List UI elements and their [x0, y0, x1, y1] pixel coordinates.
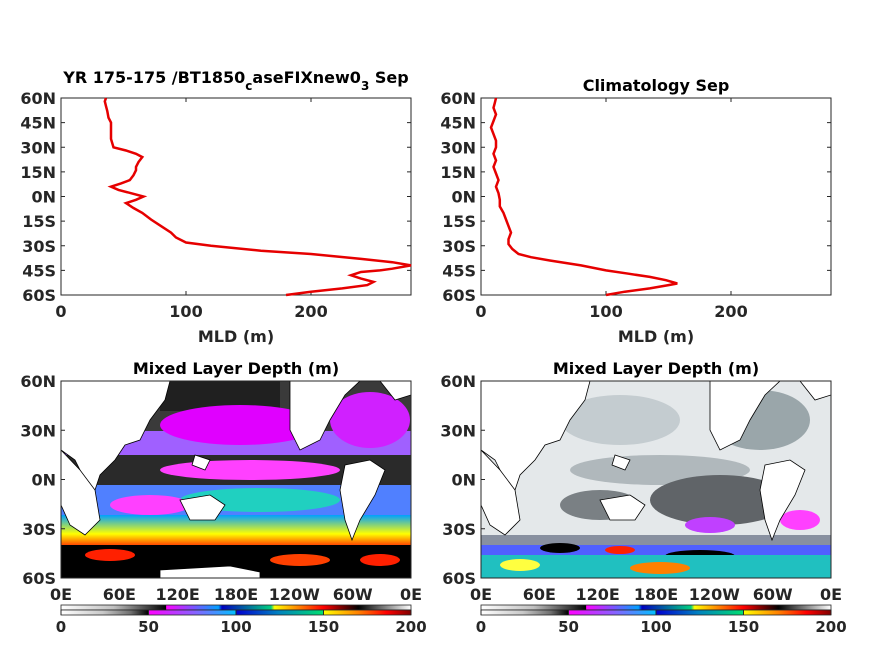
lat-tick-label: 30S [442, 520, 476, 539]
x-tick-label: 0 [475, 302, 486, 321]
map-field-climatology [481, 381, 831, 578]
lon-tick-label: 60E [103, 585, 136, 604]
lon-tick-label: 60W [753, 585, 793, 604]
y-tick-label: 15N [440, 163, 476, 182]
plot-frame [480, 97, 832, 296]
lon-tick-label: 120E [156, 585, 200, 604]
y-tick-label: 45N [440, 114, 476, 133]
colorbar-climatology: 0 50 100 150 200 [476, 604, 847, 636]
lon-tick-label: 0E [50, 585, 72, 604]
colorbar-tick-label: 100 [640, 618, 671, 636]
plot-frame [60, 97, 412, 296]
mld-profile-line-model [103, 97, 412, 297]
colorbar-tick-label: 150 [308, 618, 339, 636]
lat-tick-label: 60S [442, 569, 476, 588]
land-mask [61, 381, 411, 578]
lon-tick-label: 0E [470, 585, 492, 604]
x-tick-label: 0 [55, 302, 66, 321]
colorbar-tick-label: 200 [395, 618, 426, 636]
x-tick-label: 100 [589, 302, 622, 321]
mld-map-model: Mixed Layer Depth (m) [20, 359, 422, 604]
colorbar-model: 0 50 100 150 200 [56, 604, 427, 636]
lat-tick-label: 60N [20, 372, 56, 391]
y-tick-label: 60S [22, 286, 56, 305]
lat-tick-label: 60N [440, 372, 476, 391]
longitude-strip [60, 604, 412, 611]
colorbar-tick-label: 200 [815, 618, 846, 636]
map-field-model [61, 381, 411, 578]
y-tick-label: 0N [31, 188, 56, 207]
colorbar-tick-label: 150 [728, 618, 759, 636]
chart-title-climatology: Climatology Sep [583, 76, 730, 95]
x-axis-label: MLD (m) [618, 327, 694, 346]
x-tick-label: 200 [714, 302, 747, 321]
y-tick-label: 60S [442, 286, 476, 305]
colorbar-tick-label: 0 [476, 618, 486, 636]
mld-profile-line-climatology [489, 97, 678, 297]
lon-tick-label: 60E [523, 585, 556, 604]
lat-tick-label: 0N [451, 471, 476, 490]
lat-tick-label: 30N [440, 421, 476, 440]
mld-map-climatology: Mixed Layer Depth (m) [440, 359, 842, 604]
x-tick-label: 100 [169, 302, 202, 321]
colorbar-tick-label: 0 [56, 618, 66, 636]
y-tick-label: 45S [22, 261, 56, 280]
y-tick-label: 45N [20, 114, 56, 133]
lat-tick-label: 30S [22, 520, 56, 539]
y-tick-label: 30N [440, 138, 476, 157]
x-axis-label: MLD (m) [198, 327, 274, 346]
lon-tick-label: 120W [269, 585, 320, 604]
lon-tick-label: 180E [214, 585, 258, 604]
y-tick-label: 15N [20, 163, 56, 182]
lon-tick-label: 60W [333, 585, 373, 604]
y-tick-label: 30S [22, 237, 56, 256]
land-mask [481, 381, 831, 542]
lat-tick-label: 60S [22, 569, 56, 588]
y-tick-label: 15S [442, 212, 476, 231]
lon-tick-label: 180E [634, 585, 678, 604]
profile-chart-climatology: Climatology Sep 60N 45N 30N 15N 0N 15S 30S 45S 6… [440, 76, 832, 346]
y-tick-label: 0N [451, 188, 476, 207]
y-tick-label: 60N [20, 89, 56, 108]
y-tick-label: 30S [442, 237, 476, 256]
colorbar-tick-label: 50 [138, 618, 159, 636]
colorbar-tick-label: 50 [558, 618, 579, 636]
longitude-strip [480, 604, 832, 611]
map-title-climatology: Mixed Layer Depth (m) [553, 359, 759, 378]
chart-title-model: YR 175-175 /BT1850caseFIXnew03 Sep [62, 68, 408, 93]
lon-tick-label: 120E [576, 585, 620, 604]
lat-tick-label: 30N [20, 421, 56, 440]
map-title-model: Mixed Layer Depth (m) [133, 359, 339, 378]
y-tick-label: 60N [440, 89, 476, 108]
y-tick-label: 15S [22, 212, 56, 231]
lat-tick-label: 0N [31, 471, 56, 490]
lon-tick-label: 0E [400, 585, 422, 604]
lon-tick-label: 120W [689, 585, 740, 604]
y-tick-label: 30N [20, 138, 56, 157]
x-tick-label: 200 [294, 302, 327, 321]
lon-tick-label: 0E [820, 585, 842, 604]
y-tick-label: 45S [442, 261, 476, 280]
profile-chart-model: YR 175-175 /BT1850caseFIXnew03 Sep 60N 45… [20, 68, 412, 346]
colorbar-tick-label: 100 [220, 618, 251, 636]
